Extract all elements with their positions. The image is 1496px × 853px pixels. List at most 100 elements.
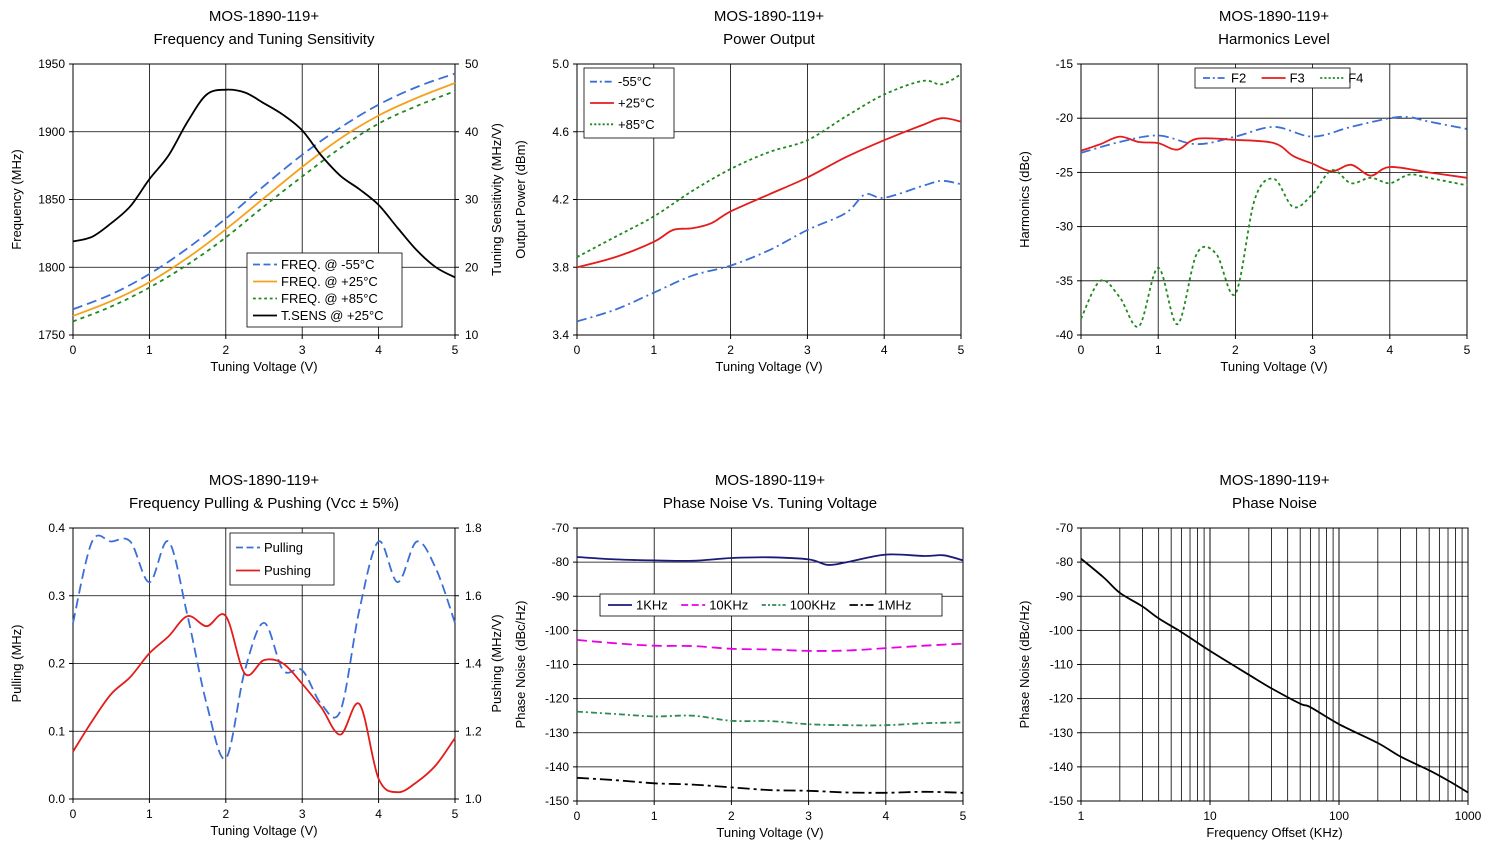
legend-label: T.SENS @ +25°C [281, 308, 384, 323]
x-tick-label: 3 [299, 343, 306, 357]
y-tick-label: 0.3 [48, 589, 65, 603]
y-tick-label: -35 [1056, 274, 1074, 288]
y-tick-label: 4.2 [552, 193, 569, 207]
series-line-pushing [72, 613, 456, 794]
series-line-55-c [576, 179, 962, 323]
legend-label: FREQ. @ +85°C [281, 291, 378, 306]
x-tick-label: 1 [1078, 809, 1085, 823]
x-tick-label: 4 [881, 343, 888, 357]
y-tick-label: 1750 [38, 328, 65, 342]
series-line-1khz [576, 553, 964, 566]
x-tick-label: 4 [375, 807, 382, 821]
y-tick-label: -80 [1056, 555, 1074, 569]
y-tick-label: 0.0 [48, 792, 65, 806]
chart-subtitle: Frequency and Tuning Sensitivity [154, 31, 375, 48]
y2-tick-label: 1.0 [465, 792, 482, 806]
x-axis-label: Frequency Offset (KHz) [1206, 825, 1342, 840]
x-axis-label: Tuning Voltage (V) [210, 823, 317, 838]
chart-title: MOS-1890-119+ [715, 472, 825, 489]
legend-label: 1MHz [878, 598, 912, 613]
x-tick-label: 2 [222, 343, 229, 357]
x-tick-label: 2 [222, 807, 229, 821]
legend: 1KHz 10KHz 100KHz 1MHz [599, 593, 943, 617]
y2-tick-label: 1.6 [465, 589, 482, 603]
x-tick-label: 0 [1078, 343, 1085, 357]
x-axis-label: Tuning Voltage (V) [210, 359, 317, 374]
y-tick-label: 1850 [38, 193, 65, 207]
y-axis-label: Harmonics (dBc) [1017, 151, 1032, 248]
y-tick-label: -100 [1049, 623, 1073, 637]
x-tick-label: 0 [574, 809, 581, 823]
chart-c6: MOS-1890-119+ Phase Noise 1 10 100 1000 -150 -1… [1017, 472, 1482, 840]
chart-subtitle: Phase Noise [1232, 495, 1317, 512]
x-tick-label: 0 [574, 343, 581, 357]
y-tick-label: -70 [1056, 521, 1074, 535]
legend-label: 100KHz [790, 598, 836, 613]
y2-tick-label: 30 [465, 193, 479, 207]
series-line-100khz [576, 710, 964, 727]
series-line-freq-85-c [72, 90, 456, 323]
series-line-pulling [72, 534, 456, 760]
x-tick-label: 4 [882, 809, 889, 823]
x-tick-label: 2 [727, 343, 734, 357]
y-tick-label: 1800 [38, 260, 65, 274]
y-tick-label: -40 [1056, 328, 1074, 342]
y-axis-label: Output Power (dBm) [513, 140, 528, 259]
series-line-f4 [1080, 169, 1468, 328]
y-axis-label: Pulling (MHz) [9, 624, 24, 702]
legend-label: 1KHz [636, 598, 668, 613]
y-tick-label: 0.2 [48, 657, 65, 671]
y-tick-label: -150 [545, 794, 569, 808]
x-tick-label: 5 [960, 809, 967, 823]
x-tick-label: 3 [804, 343, 811, 357]
y-tick-label: -90 [1056, 589, 1074, 603]
x-tick-label: 1 [1155, 343, 1162, 357]
y-tick-label: 0.4 [48, 521, 65, 535]
legend-label: FREQ. @ -55°C [281, 257, 375, 272]
plot-frame [1080, 63, 1468, 336]
y2-tick-label: 1.8 [465, 521, 482, 535]
x-tick-label: 5 [958, 343, 965, 357]
gridlines [576, 527, 964, 802]
legend-box [599, 593, 943, 617]
series-line-freq-25-c [72, 82, 456, 317]
y-tick-label: 3.8 [552, 260, 569, 274]
y-tick-label: 0.1 [48, 724, 65, 738]
x-axis-label: Tuning Voltage (V) [716, 825, 823, 840]
x-tick-label: 5 [1464, 343, 1471, 357]
y-tick-label: -70 [552, 521, 570, 535]
x-tick-label: 3 [299, 807, 306, 821]
chart-c5: MOS-1890-119+ Phase Noise Vs. Tuning Volt… [513, 472, 967, 840]
y-tick-label: 5.0 [552, 57, 569, 71]
x-tick-label: 0 [70, 807, 77, 821]
chart-c1: MOS-1890-119+ Frequency and Tuning Sensit… [9, 8, 504, 374]
x-tick-label: 4 [1386, 343, 1393, 357]
legend-label: Pulling [264, 540, 303, 555]
chart-title: MOS-1890-119+ [1219, 8, 1329, 25]
y-tick-label: -130 [545, 726, 569, 740]
x-tick-label: 1 [146, 807, 153, 821]
x-tick-label: 100 [1329, 809, 1349, 823]
x-tick-label: 3 [1309, 343, 1316, 357]
series-line-f2 [1080, 115, 1468, 154]
series-line-phase-noise [1080, 558, 1469, 794]
chart-c2: MOS-1890-119+ Power Output 0 1 2 3 4 5 3.4 3.8 4.2… [513, 8, 965, 374]
y-tick-label: -110 [546, 658, 569, 672]
x-axis-label: Tuning Voltage (V) [1220, 359, 1327, 374]
x-tick-label: 5 [452, 343, 459, 357]
x-tick-label: 2 [728, 809, 735, 823]
legend-label: -55°C [618, 74, 651, 89]
y-axis-label: Phase Noise (dBc/Hz) [1017, 601, 1032, 729]
legend-box [229, 532, 335, 586]
chart-subtitle: Frequency Pulling & Pushing (Vcc ± 5%) [129, 495, 399, 512]
series-line-t-sens-25-c [72, 88, 456, 279]
y-tick-label: -15 [1056, 57, 1074, 71]
x-axis-label: Tuning Voltage (V) [715, 359, 822, 374]
series-line-freq-55-c [72, 72, 456, 311]
series-line-85-c [576, 73, 962, 258]
y-tick-label: 1900 [38, 125, 65, 139]
y2-tick-label: 20 [465, 260, 479, 274]
x-tick-label: 1 [146, 343, 153, 357]
chart-c4: MOS-1890-119+ Frequency Pulling & Pushing… [9, 472, 504, 838]
